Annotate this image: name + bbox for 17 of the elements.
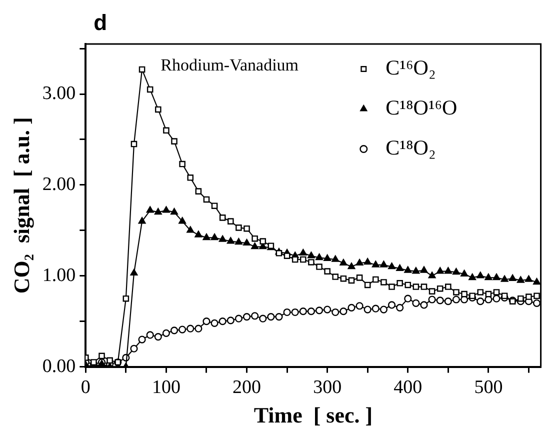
x-tick-label: 400 — [394, 377, 422, 398]
y-tick-label: 1.00 — [42, 264, 76, 286]
x-tick-label: 300 — [313, 377, 342, 398]
y-tick-label: 0.00 — [42, 356, 76, 377]
legend-label: C¹⁸O₂ — [386, 136, 436, 160]
y-axis-title: CO₂ signal [ a.u. ] — [8, 117, 34, 294]
x-axis-title: Time [ sec. ] — [254, 402, 373, 428]
x-tick-label: 0 — [80, 377, 90, 398]
y-tick-label: 2.00 — [42, 174, 76, 195]
x-tick-label: 500 — [474, 377, 503, 398]
x-tick-label: 200 — [232, 377, 262, 398]
legend-label: C¹⁸O¹⁶O — [386, 96, 458, 120]
chart-title: d — [94, 10, 108, 35]
x-tick-label: 100 — [152, 377, 180, 398]
y-tick-label: 3.00 — [42, 82, 76, 104]
legend-label: C¹⁶O₂ — [386, 56, 436, 80]
annotation: Rhodium-Vanadium — [160, 55, 299, 74]
